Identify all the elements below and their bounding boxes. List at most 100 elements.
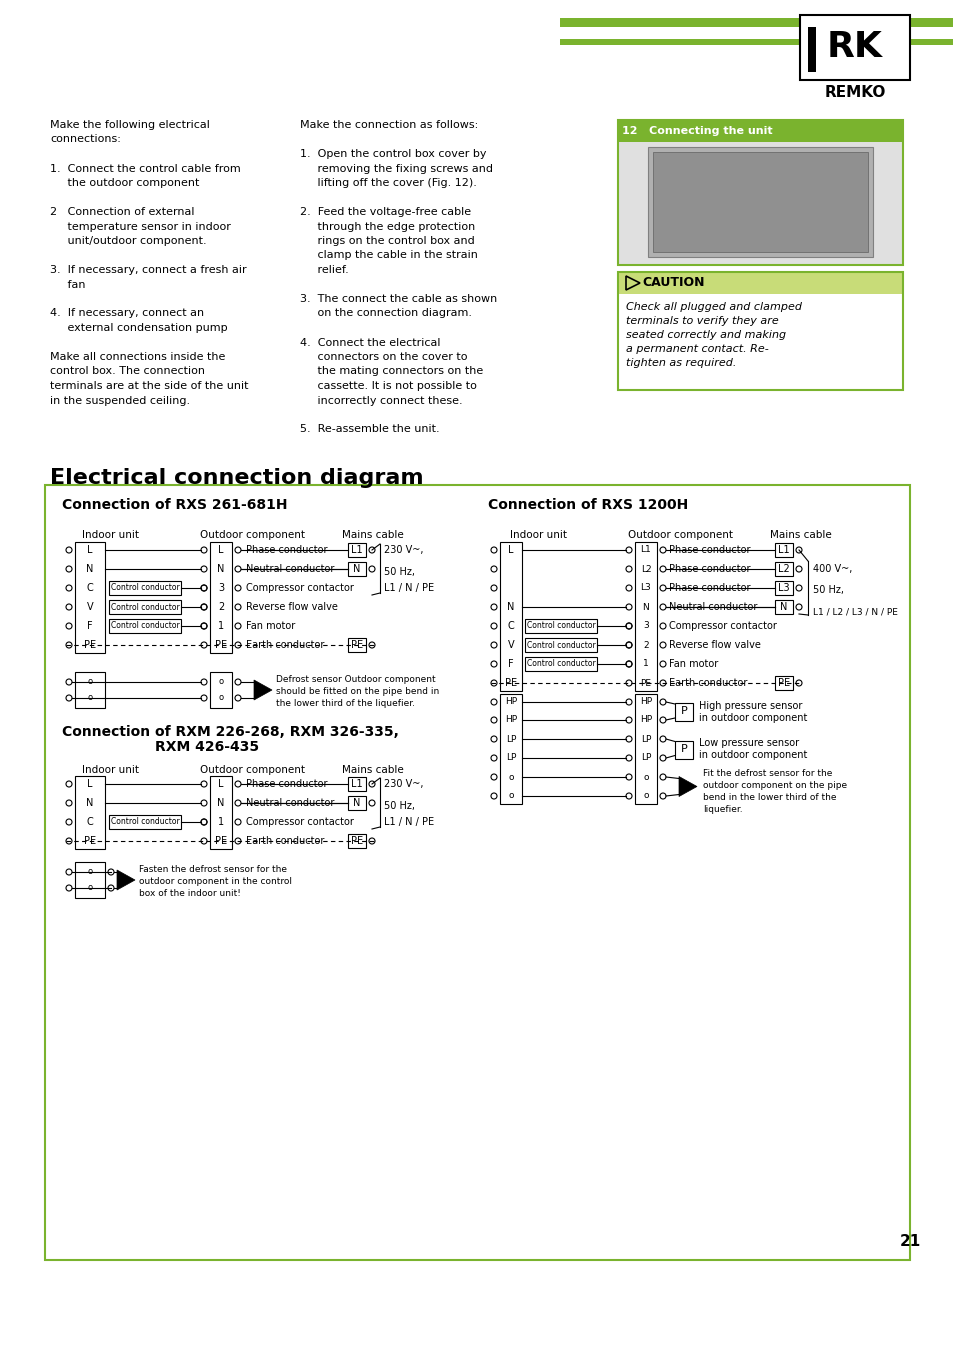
Text: fan: fan	[50, 279, 86, 289]
Bar	[109, 815, 181, 829]
Bar	[524, 639, 597, 652]
Bar	[559, 39, 953, 45]
Text: o: o	[218, 694, 223, 702]
Bar	[635, 694, 657, 805]
Text: P: P	[679, 744, 687, 753]
Text: HP: HP	[504, 716, 517, 725]
Text: box of the indoor unit!: box of the indoor unit!	[139, 890, 240, 899]
Text: a permanent contact. Re-: a permanent contact. Re-	[625, 344, 768, 354]
Text: Fan motor: Fan motor	[246, 621, 294, 630]
Text: 4.  If necessary, connect an: 4. If necessary, connect an	[50, 309, 204, 319]
Text: N: N	[780, 602, 787, 612]
Text: 2: 2	[217, 602, 224, 612]
Text: PE: PE	[504, 678, 517, 688]
Text: F: F	[87, 621, 92, 630]
Text: Control conductor: Control conductor	[526, 640, 595, 649]
Text: RXM 426-435: RXM 426-435	[154, 740, 259, 755]
Text: Control conductor: Control conductor	[526, 621, 595, 630]
Text: PE: PE	[84, 640, 96, 649]
Text: in the suspended ceiling.: in the suspended ceiling.	[50, 396, 190, 405]
Text: 1: 1	[217, 817, 224, 828]
Text: Phase conductor: Phase conductor	[668, 583, 750, 593]
Text: o: o	[642, 791, 648, 801]
Text: L: L	[87, 779, 92, 788]
Text: PE: PE	[351, 640, 363, 649]
Text: o: o	[88, 883, 92, 892]
Text: Connection of RXS 261-681H: Connection of RXS 261-681H	[62, 498, 287, 512]
Text: relief.: relief.	[299, 265, 349, 275]
Text: Earth conductor: Earth conductor	[668, 678, 746, 688]
Text: Outdoor component: Outdoor component	[200, 765, 305, 775]
Text: o: o	[88, 868, 92, 876]
Bar	[499, 694, 521, 805]
Text: 3: 3	[217, 583, 224, 593]
Bar	[815, 27, 829, 47]
Text: 3.  The connect the cable as shown: 3. The connect the cable as shown	[299, 294, 497, 304]
Text: connections:: connections:	[50, 135, 121, 144]
Text: Electrical connection diagram: Electrical connection diagram	[50, 468, 423, 487]
Text: Reverse flow valve: Reverse flow valve	[246, 602, 337, 612]
Text: PE: PE	[777, 678, 789, 688]
Text: L2: L2	[778, 564, 789, 574]
Polygon shape	[117, 869, 135, 890]
Text: bend in the lower third of the: bend in the lower third of the	[702, 792, 836, 802]
Text: L3: L3	[640, 583, 651, 593]
Text: Mains cable: Mains cable	[341, 531, 403, 540]
Text: LP: LP	[640, 734, 651, 744]
Bar	[618, 120, 902, 142]
Text: L: L	[218, 545, 224, 555]
Bar	[675, 703, 692, 721]
Bar	[524, 620, 597, 633]
Text: PE: PE	[639, 679, 651, 687]
Text: N: N	[217, 564, 225, 574]
Bar	[499, 541, 521, 691]
Text: HP: HP	[639, 716, 652, 725]
Text: Neutral conductor: Neutral conductor	[246, 798, 334, 809]
Bar	[524, 657, 597, 671]
Bar	[800, 15, 909, 80]
Text: 21: 21	[899, 1234, 920, 1250]
Bar	[109, 580, 181, 595]
Bar	[75, 776, 105, 849]
Bar	[109, 620, 181, 633]
Bar	[675, 741, 692, 759]
Bar	[75, 863, 105, 898]
Text: LP: LP	[640, 753, 651, 763]
Polygon shape	[679, 776, 697, 796]
Bar	[774, 599, 792, 614]
Text: the mating connectors on the: the mating connectors on the	[299, 366, 483, 377]
Text: Earth conductor: Earth conductor	[246, 836, 324, 846]
Text: Compressor contactor: Compressor contactor	[668, 621, 776, 630]
Text: 50 Hz,: 50 Hz,	[384, 801, 415, 811]
Text: 50 Hz,: 50 Hz,	[384, 567, 415, 576]
Text: removing the fixing screws and: removing the fixing screws and	[299, 163, 493, 174]
Text: Make all connections inside the: Make all connections inside the	[50, 352, 225, 362]
Text: 1.  Connect the control cable from: 1. Connect the control cable from	[50, 163, 240, 174]
Text: 4.  Connect the electrical: 4. Connect the electrical	[299, 338, 440, 347]
Text: 400 V~,: 400 V~,	[812, 564, 851, 574]
Text: Mains cable: Mains cable	[769, 531, 831, 540]
Text: L1: L1	[351, 545, 362, 555]
Bar	[774, 543, 792, 558]
Text: Defrost sensor Outdoor component: Defrost sensor Outdoor component	[275, 675, 436, 684]
Text: 3.  If necessary, connect a fresh air: 3. If necessary, connect a fresh air	[50, 265, 247, 275]
Bar	[618, 294, 902, 390]
Text: incorrectly connect these.: incorrectly connect these.	[299, 396, 462, 405]
Text: control box. The connection: control box. The connection	[50, 366, 205, 377]
Text: in outdoor component: in outdoor component	[699, 751, 806, 760]
Text: Make the following electrical: Make the following electrical	[50, 120, 210, 130]
Text: L1 / L2 / L3 / N / PE: L1 / L2 / L3 / N / PE	[812, 608, 897, 617]
Text: N: N	[507, 602, 515, 612]
Text: cassette. It is not possible to: cassette. It is not possible to	[299, 381, 476, 392]
Polygon shape	[253, 680, 272, 701]
Text: C: C	[87, 583, 93, 593]
Text: Connection of RXS 1200H: Connection of RXS 1200H	[488, 498, 687, 512]
Text: rings on the control box and: rings on the control box and	[299, 236, 475, 246]
Text: 230 V~,: 230 V~,	[384, 779, 423, 788]
Text: N: N	[642, 602, 649, 612]
Bar	[45, 485, 909, 1260]
Bar	[348, 796, 366, 810]
Text: o: o	[642, 772, 648, 782]
Text: Compressor contactor: Compressor contactor	[246, 817, 354, 828]
Text: terminals are at the side of the unit: terminals are at the side of the unit	[50, 381, 248, 392]
